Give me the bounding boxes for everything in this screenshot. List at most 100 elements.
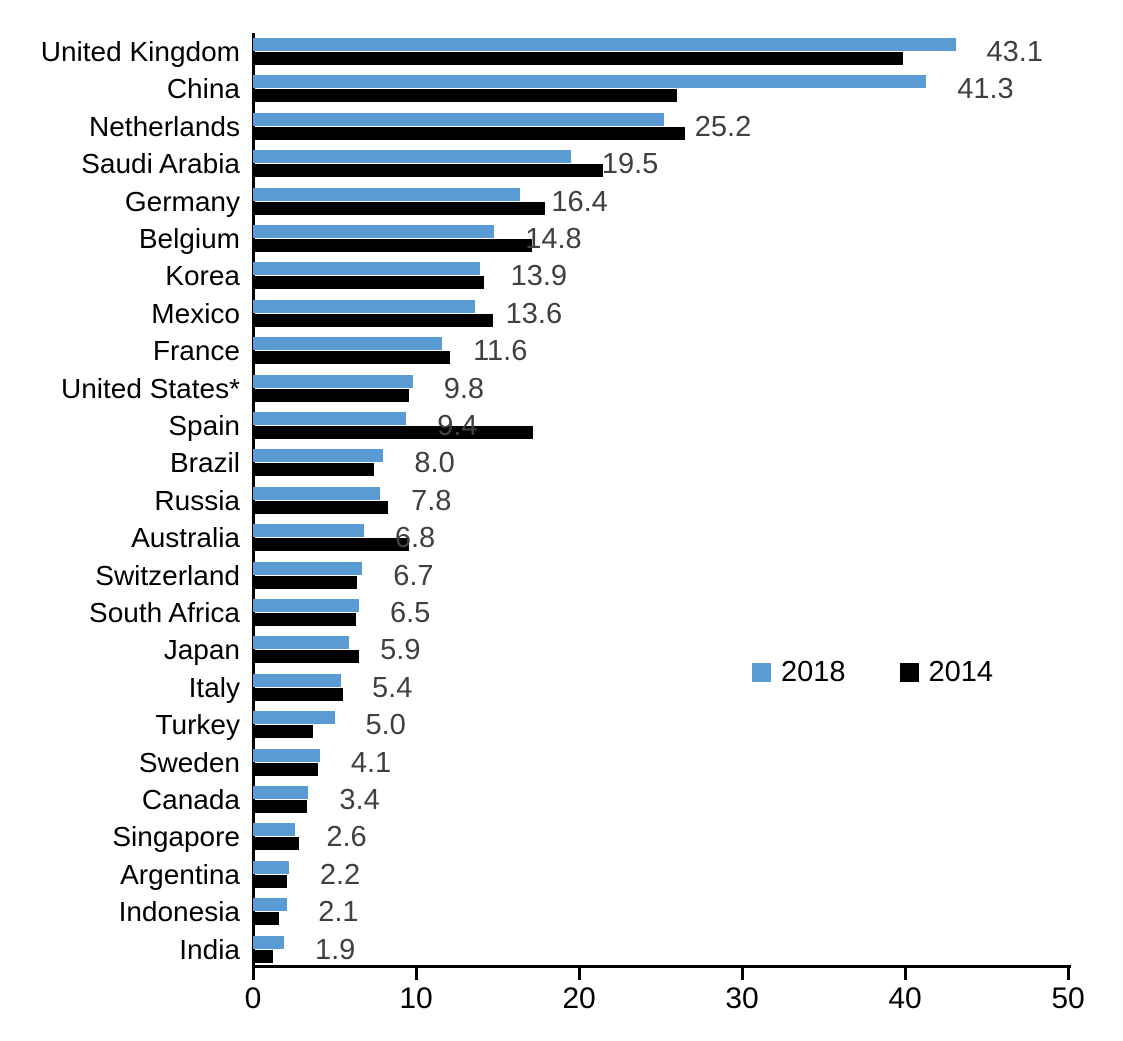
bar-2018-saudi-arabia	[253, 150, 571, 164]
x-axis-line	[252, 965, 1071, 968]
data-label-2018-singapore: 2.6	[326, 821, 367, 854]
x-tick-0	[252, 968, 255, 980]
bar-2014-netherlands	[253, 126, 685, 140]
bar-2014-united-states	[253, 388, 410, 402]
data-label-2018-netherlands: 25.2	[694, 110, 752, 143]
bar-2014-belgium	[253, 239, 532, 252]
bar-2014-spain	[253, 426, 534, 439]
bar-2018-indonesia	[253, 898, 288, 912]
bar-2018-united-kingdom	[253, 38, 956, 51]
legend-item-2014: 2014	[899, 656, 994, 689]
data-label-2018-united-kingdom: 43.1	[986, 36, 1043, 68]
bar-2018-italy	[253, 673, 342, 687]
bar-2018-sweden	[253, 748, 320, 762]
data-label-2018-australia: 6.8	[394, 522, 436, 555]
x-tick-20	[578, 968, 581, 980]
bar-2018-canada	[253, 786, 309, 799]
legend-swatch-2014-icon	[899, 663, 919, 682]
category-label-united-kingdom: United Kingdom	[40, 36, 240, 67]
x-tick-label-50: 50	[1051, 982, 1085, 1015]
data-label-2018-italy: 5.4	[372, 671, 413, 704]
bar-2018-japan	[253, 636, 350, 650]
bar-2014-china	[253, 89, 677, 103]
category-label-brazil: Brazil	[169, 447, 240, 479]
bar-2014-indonesia	[253, 912, 280, 926]
data-label-2018-japan: 5.9	[380, 634, 421, 667]
bar-2018-singapore	[253, 823, 296, 837]
x-tick-label-30: 30	[725, 982, 759, 1015]
category-label-turkey: Turkey	[155, 709, 240, 741]
bar-2018-russia	[253, 486, 381, 500]
bar-2014-saudi-arabia	[253, 164, 604, 178]
category-label-saudi-arabia: Saudi Arabia	[81, 148, 240, 180]
data-label-2018-france: 11.6	[473, 335, 528, 368]
legend-item-2018: 2018	[752, 656, 846, 689]
x-tick-label-40: 40	[888, 982, 922, 1015]
data-label-2018-switzerland: 6.7	[393, 559, 434, 592]
bar-2018-netherlands	[253, 112, 664, 126]
bar-2018-belgium	[253, 225, 495, 238]
bar-2014-argentina	[253, 874, 288, 888]
bar-2014-australia	[253, 538, 410, 552]
data-label-2018-india: 1.9	[314, 933, 356, 966]
bar-2018-china	[253, 75, 927, 89]
legend-swatch-2018-icon	[752, 663, 771, 682]
bar-2014-korea	[253, 276, 485, 290]
bar-2018-south-africa	[253, 599, 359, 612]
bar-2014-mexico	[253, 313, 493, 327]
category-label-korea: Korea	[165, 260, 240, 292]
category-label-germany: Germany	[124, 185, 240, 217]
data-label-2018-turkey: 5.0	[365, 709, 406, 742]
bar-2018-brazil	[253, 449, 384, 463]
category-label-switzerland: Switzerland	[95, 559, 240, 591]
bar-2014-turkey	[253, 725, 314, 739]
category-label-japan: Japan	[163, 634, 240, 666]
bar-2018-united-states	[253, 374, 413, 388]
bar-2018-korea	[253, 262, 480, 276]
y-axis-line	[252, 33, 255, 967]
data-label-2018-brazil: 8.0	[414, 447, 455, 480]
category-label-sweden: Sweden	[138, 746, 240, 778]
bar-2014-south-africa	[253, 613, 356, 626]
category-label-russia: Russia	[154, 484, 240, 516]
bar-2018-turkey	[253, 711, 335, 725]
category-label-france: France	[152, 335, 240, 367]
category-label-india: India	[179, 933, 240, 965]
category-label-indonesia: Indonesia	[118, 896, 240, 928]
bar-2014-india	[253, 949, 273, 963]
data-label-2018-united-states: 9.8	[443, 372, 485, 405]
data-label-2018-russia: 7.8	[411, 484, 452, 517]
legend-label-2018: 2018	[781, 656, 846, 688]
category-label-australia: Australia	[131, 522, 240, 554]
bar-2014-germany	[253, 201, 545, 215]
bar-2018-germany	[253, 187, 521, 201]
x-tick-label-10: 10	[399, 982, 433, 1015]
bar-2014-japan	[253, 650, 359, 664]
category-label-united-states: United States*	[61, 372, 240, 404]
data-label-2018-south-africa: 6.5	[389, 597, 431, 629]
data-label-2018-korea: 13.9	[510, 260, 568, 293]
category-label-italy: Italy	[188, 671, 240, 703]
x-tick-10	[415, 968, 418, 980]
category-label-belgium: Belgium	[138, 223, 240, 254]
legend-label-2014: 2014	[928, 656, 994, 688]
bar-2018-india	[253, 935, 284, 949]
bar-2018-switzerland	[253, 561, 363, 575]
bar-2018-australia	[253, 524, 364, 538]
bar-2014-united-kingdom	[253, 52, 904, 65]
data-label-2018-saudi-arabia: 19.5	[601, 148, 659, 181]
bar-2014-sweden	[253, 762, 319, 776]
data-label-2018-indonesia: 2.1	[318, 896, 359, 929]
data-label-2018-china: 41.3	[957, 73, 1014, 106]
bar-2018-mexico	[253, 299, 475, 313]
category-label-netherlands: Netherlands	[89, 110, 240, 142]
category-label-mexico: Mexico	[151, 297, 240, 329]
x-tick-label-0: 0	[244, 982, 262, 1015]
category-label-china: China	[166, 73, 240, 105]
data-label-2018-spain: 9.4	[437, 410, 478, 442]
bar-2014-singapore	[253, 837, 299, 851]
bar-2018-spain	[253, 412, 407, 425]
bar-2014-russia	[253, 500, 389, 514]
data-label-2018-belgium: 14.8	[525, 223, 582, 255]
